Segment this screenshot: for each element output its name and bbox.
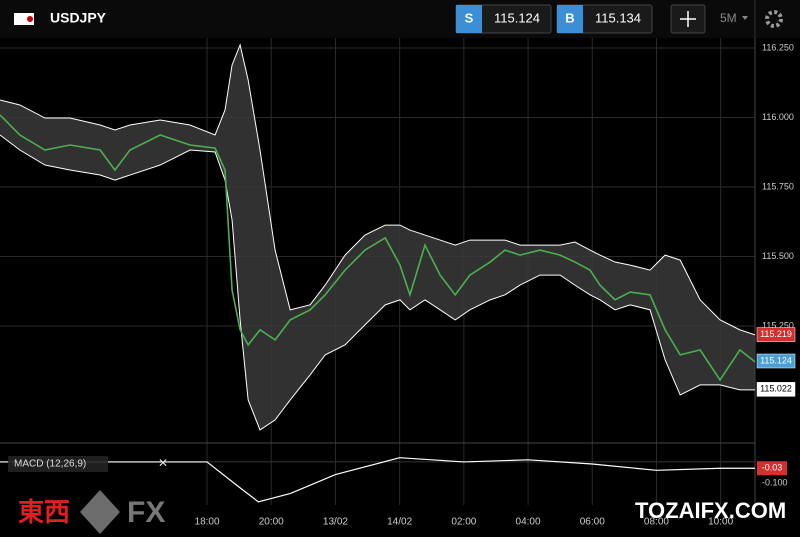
macd-title: MACD (12,26,9) [14,459,86,470]
x-tick-label: 06:00 [580,517,605,528]
x-tick-label: 08:00 [644,517,669,528]
x-tick-label: 20:00 [259,517,284,528]
series-line [0,134,755,431]
dropdown-arrow [742,16,748,20]
y-tick-label: 116.000 [762,112,794,122]
watermark-logo [80,490,120,534]
series-line [0,43,756,336]
x-tick-label: 14/02 [387,517,412,528]
watermark-cjk: 東西 [18,497,70,527]
macd-tick-label: -0.100 [762,477,788,487]
flag-icon[interactable] [14,13,34,25]
crosshair-icon [680,11,696,27]
macd-close: ✕ [158,456,168,470]
series-line [0,114,756,382]
x-tick-label: 18:00 [195,517,220,528]
sell-tag [456,5,482,33]
x-tick-label: 10:00 [708,517,733,528]
sell-price: 115.124 [494,10,540,25]
bollinger-band-fill [0,44,755,430]
price-tag [756,353,796,369]
watermark-fx: FX [127,496,165,529]
buy-label: B [565,10,574,25]
x-tick-label: 02:00 [451,517,476,528]
price-tag-label: 115.124 [760,355,792,365]
price-tag [756,382,796,397]
macd-title-box [8,456,108,472]
y-tick-label: 115.250 [762,320,794,330]
buy-price: 115.134 [595,10,641,25]
macd-value-label: -0.03 [762,463,783,473]
y-tick-label: 116.250 [762,42,794,52]
settings-icon[interactable] [765,10,783,28]
x-tick-label: 04:00 [516,517,541,528]
symbol[interactable]: USDJPY [50,10,107,26]
flag-dot [27,16,33,22]
x-tick-label: 13/02 [323,517,348,528]
sell-label: S [465,10,474,25]
y-tick-label: 115.500 [762,251,794,261]
watermark-url: TOZAIFX.COM [635,498,786,523]
price-tag-label: 115.022 [760,384,792,394]
price-tag-label: 115.219 [760,329,792,339]
buy-tag [557,5,583,33]
y-tick-label: 115.750 [762,181,794,191]
macd-value-tag [757,461,787,476]
price-tag [756,327,796,342]
macd-line [0,457,755,503]
header-bar [0,0,800,38]
timeframe[interactable]: 5M [720,11,737,25]
